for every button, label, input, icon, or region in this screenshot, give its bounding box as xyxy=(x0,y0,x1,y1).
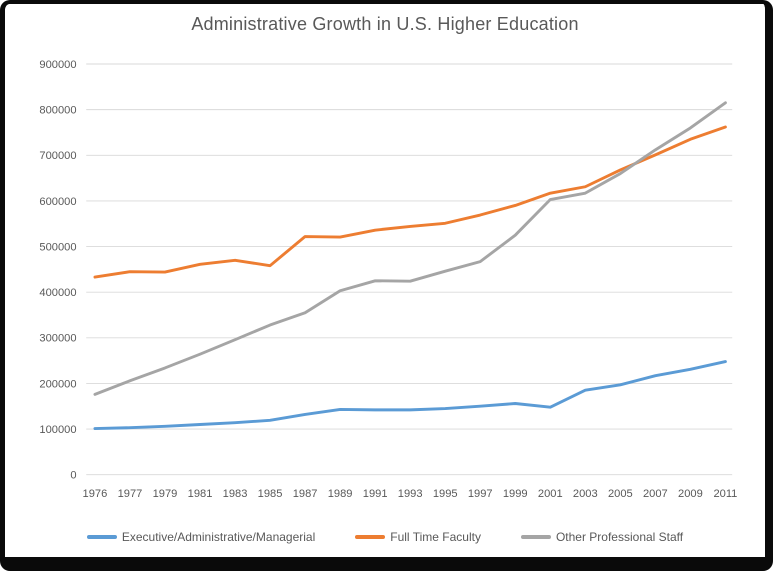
series-line-executive-administrative-managerial xyxy=(93,360,727,431)
legend-label: Executive/Administrative/Managerial xyxy=(121,530,316,544)
x-tick-label: 2009 xyxy=(678,488,703,500)
series-line-full-time-faculty xyxy=(93,125,727,279)
x-tick-label: 1989 xyxy=(328,488,353,500)
x-tick-label: 1987 xyxy=(293,488,318,500)
x-tick-label: 1976 xyxy=(83,488,108,500)
y-tick-label: 600000 xyxy=(39,196,76,208)
chart-title: Administrative Growth in U.S. Higher Edu… xyxy=(191,14,579,34)
x-tick-label: 1981 xyxy=(188,488,213,500)
x-tick-label: 1983 xyxy=(223,488,248,500)
series-line-other-professional-staff xyxy=(93,101,727,396)
y-tick-label: 500000 xyxy=(39,241,76,253)
y-tick-label: 200000 xyxy=(39,378,76,390)
y-tick-label: 800000 xyxy=(39,105,76,117)
legend-item-other-professional-staff: Other Professional Staff xyxy=(520,530,684,544)
plot-area: 0 100000 200000 300000 400000 500000 600000 700… xyxy=(39,59,737,500)
y-tick-label: 0 xyxy=(70,470,76,482)
y-tick-label: 900000 xyxy=(39,59,76,71)
chart-legend: Executive/Administrative/Managerial Full … xyxy=(5,530,765,544)
x-tick-label: 1995 xyxy=(433,488,458,500)
x-tick-label: 2005 xyxy=(608,488,633,500)
x-tick-label: 1993 xyxy=(398,488,423,500)
legend-label: Full Time Faculty xyxy=(390,530,481,544)
x-tick-label: 2001 xyxy=(538,488,563,500)
legend-item-full-time-faculty: Full Time Faculty xyxy=(355,530,481,544)
x-tick-label: 1979 xyxy=(153,488,178,500)
y-tick-label: 100000 xyxy=(39,424,76,436)
legend-line-swatch xyxy=(86,535,117,539)
x-tick-label: 1997 xyxy=(468,488,493,500)
x-tick-label: 1991 xyxy=(363,488,388,500)
legend-label: Other Professional Staff xyxy=(555,530,684,544)
y-tick-label: 400000 xyxy=(39,287,76,299)
x-tick-label: 2003 xyxy=(573,488,598,500)
legend-item-executive-administrative-managerial: Executive/Administrative/Managerial xyxy=(86,530,316,544)
legend-line-swatch xyxy=(355,535,386,539)
line-chart: Administrative Growth in U.S. Higher Edu… xyxy=(5,4,765,557)
legend-line-swatch xyxy=(520,535,551,539)
x-tick-label: 1999 xyxy=(503,488,528,500)
x-tick-label: 2007 xyxy=(643,488,668,500)
y-tick-label: 700000 xyxy=(39,150,76,162)
x-tick-label: 1985 xyxy=(258,488,283,500)
y-tick-label: 300000 xyxy=(39,333,76,345)
x-tick-label: 2011 xyxy=(713,488,737,500)
x-tick-label: 1977 xyxy=(118,488,143,500)
